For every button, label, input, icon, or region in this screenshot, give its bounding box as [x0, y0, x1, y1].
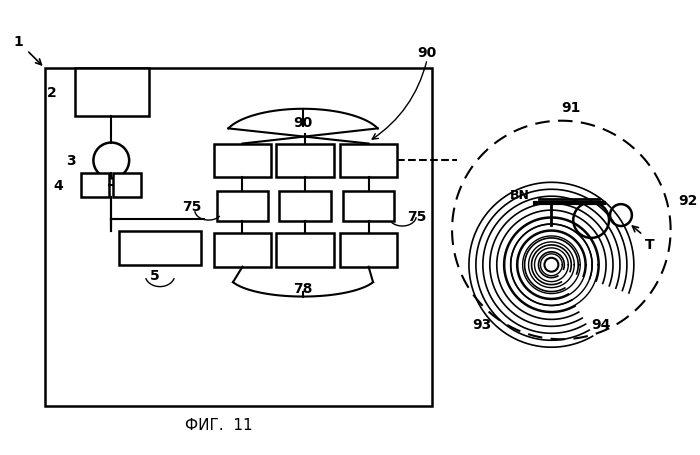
Text: 4: 4 [54, 179, 64, 193]
Bar [276, 144, 334, 178]
Text: 78: 78 [293, 281, 313, 295]
Bar [216, 192, 268, 222]
Text: BN: BN [510, 189, 529, 202]
Bar [74, 69, 149, 116]
Bar [214, 233, 271, 267]
Bar [119, 232, 201, 265]
Text: 91: 91 [561, 101, 581, 115]
Text: 5: 5 [150, 268, 160, 282]
Bar [113, 174, 141, 198]
Circle shape [573, 203, 609, 238]
Text: 94: 94 [591, 318, 610, 332]
Circle shape [93, 143, 130, 179]
Circle shape [610, 205, 632, 227]
Text: 90: 90 [293, 116, 313, 129]
Text: 93: 93 [472, 318, 491, 332]
Text: 92: 92 [678, 194, 698, 208]
Text: T: T [645, 238, 654, 251]
Text: 90: 90 [418, 46, 437, 60]
Text: 1: 1 [13, 35, 23, 49]
Bar [340, 233, 398, 267]
Bar [276, 233, 334, 267]
Text: 3: 3 [66, 154, 76, 168]
Text: 75: 75 [407, 210, 427, 223]
Bar [340, 144, 398, 178]
Text: ФИГ.  11: ФИГ. 11 [185, 417, 253, 432]
Bar [45, 69, 432, 406]
Text: 75: 75 [182, 200, 202, 214]
Bar [81, 174, 109, 198]
Text: 2: 2 [47, 86, 57, 100]
Bar [279, 192, 331, 222]
Bar [214, 144, 271, 178]
Circle shape [545, 258, 559, 272]
Bar [343, 192, 394, 222]
